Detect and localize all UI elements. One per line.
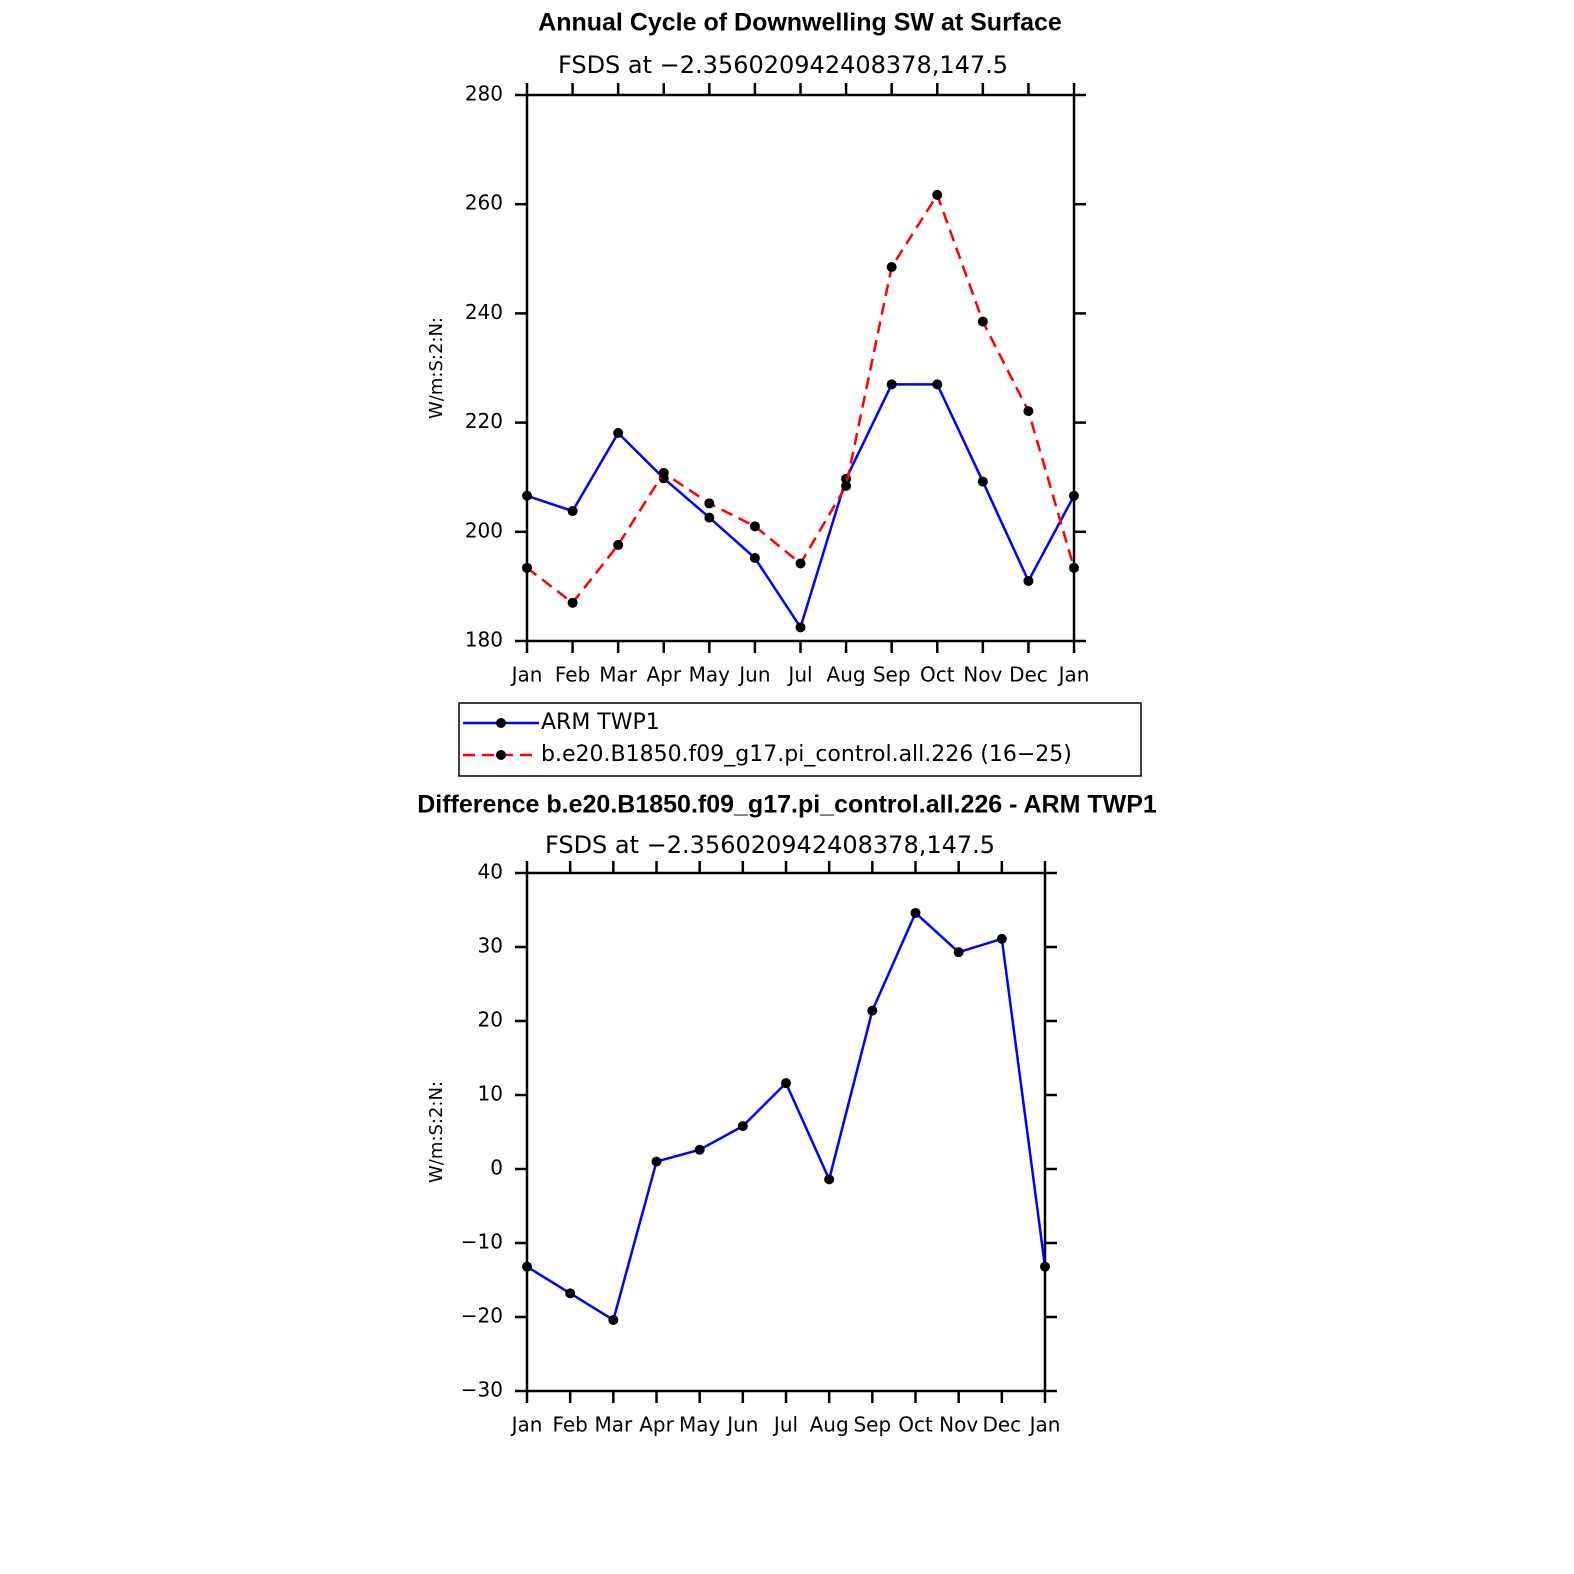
x-tick-label: Jun xyxy=(725,1413,758,1437)
data-point xyxy=(1023,406,1034,417)
data-point xyxy=(953,947,964,958)
y-tick-label: 260 xyxy=(465,191,503,215)
y-tick-label: 0 xyxy=(490,1156,503,1180)
data-point xyxy=(522,490,532,501)
y-tick-label: 40 xyxy=(478,860,503,884)
series-line xyxy=(526,383,1076,631)
x-tick-label: Apr xyxy=(639,1413,674,1437)
x-tick-label: Jan xyxy=(1057,663,1090,687)
data-point xyxy=(704,498,715,509)
data-point xyxy=(704,512,715,523)
data-point xyxy=(608,1314,619,1325)
data-point xyxy=(1040,1261,1050,1272)
data-point xyxy=(658,467,669,478)
x-tick-label: Jan xyxy=(1028,1413,1061,1437)
data-point xyxy=(867,1005,878,1016)
y-axis-label: W/m:S:2:N: xyxy=(426,317,447,419)
x-tick-label: Oct xyxy=(920,663,955,687)
data-point xyxy=(886,261,897,272)
series-line xyxy=(526,192,1076,605)
x-tick-label: Sep xyxy=(873,663,911,687)
data-point xyxy=(613,427,624,438)
series-line xyxy=(526,910,1047,1322)
data-point xyxy=(886,379,897,390)
x-tick-label: Jul xyxy=(772,1413,798,1437)
data-point xyxy=(651,1156,662,1167)
data-point xyxy=(749,521,760,532)
data-point xyxy=(841,480,852,491)
data-point xyxy=(824,1174,835,1185)
y-tick-label: 220 xyxy=(465,409,503,433)
y-tick-label: 180 xyxy=(465,628,503,652)
x-tick-label: May xyxy=(679,1413,721,1437)
x-tick-label: Aug xyxy=(827,663,866,687)
data-point xyxy=(795,558,806,569)
plot-frame xyxy=(525,871,1047,1393)
x-tick-label: Sep xyxy=(853,1413,891,1437)
y-tick-label: 10 xyxy=(478,1082,503,1106)
legend-marker xyxy=(496,718,506,728)
data-point xyxy=(1069,562,1079,573)
data-point xyxy=(932,379,943,390)
y-tick-label: −10 xyxy=(461,1230,503,1254)
legend-box xyxy=(458,702,1142,777)
data-point xyxy=(694,1144,705,1155)
chart-title: Difference b.e20.B1850.f09_g17.pi_contro… xyxy=(417,791,1157,819)
data-point xyxy=(932,189,943,200)
x-tick-label: Aug xyxy=(810,1413,849,1437)
x-tick-label: Jul xyxy=(786,663,812,687)
data-point xyxy=(1023,575,1034,586)
x-tick-label: Feb xyxy=(555,663,590,687)
y-tick-label: −20 xyxy=(461,1304,503,1328)
data-point xyxy=(977,316,988,327)
data-point xyxy=(565,1288,576,1299)
x-tick-label: Mar xyxy=(594,1413,633,1437)
x-tick-label: Dec xyxy=(1009,663,1048,687)
data-point xyxy=(996,933,1007,944)
data-point xyxy=(567,506,578,517)
x-tick-label: May xyxy=(689,663,731,687)
x-tick-label: Dec xyxy=(982,1413,1021,1437)
data-point xyxy=(613,539,624,550)
data-point xyxy=(910,907,921,918)
data-point xyxy=(522,562,532,573)
x-tick-label: Jun xyxy=(737,663,770,687)
data-point xyxy=(737,1121,748,1132)
y-tick-label: 200 xyxy=(465,518,503,542)
data-point xyxy=(522,1261,532,1272)
y-tick-label: 240 xyxy=(465,300,503,324)
y-axis-label: W/m:S:2:N: xyxy=(426,1081,447,1183)
plot-frame xyxy=(525,93,1076,643)
data-point xyxy=(781,1078,791,1089)
x-tick-label: Jan xyxy=(510,663,543,687)
y-tick-label: 30 xyxy=(478,934,503,958)
data-point xyxy=(1069,490,1079,501)
data-point xyxy=(749,553,760,564)
legend-marker xyxy=(496,750,506,760)
x-tick-label: Mar xyxy=(599,663,638,687)
x-tick-label: Jan xyxy=(510,1413,543,1437)
y-tick-label: −30 xyxy=(461,1378,503,1402)
x-tick-label: Nov xyxy=(963,663,1002,687)
x-tick-label: Feb xyxy=(552,1413,587,1437)
chart-title: Annual Cycle of Downwelling SW at Surfac… xyxy=(538,9,1062,37)
data-point xyxy=(567,597,578,608)
x-tick-label: Apr xyxy=(646,663,681,687)
legend-label: ARM TWP1 xyxy=(541,710,660,735)
chart-subtitle: FSDS at −2.356020942408378,147.5 xyxy=(558,51,1008,79)
x-tick-label: Oct xyxy=(898,1413,933,1437)
legend-label: b.e20.B1850.f09_g17.pi_control.all.226 (… xyxy=(541,742,1072,767)
y-tick-label: 20 xyxy=(478,1008,503,1032)
data-point xyxy=(977,476,988,487)
chart-subtitle: FSDS at −2.356020942408378,147.5 xyxy=(545,831,995,859)
y-tick-label: 280 xyxy=(465,82,503,106)
data-point xyxy=(795,622,806,633)
x-tick-label: Nov xyxy=(939,1413,978,1437)
